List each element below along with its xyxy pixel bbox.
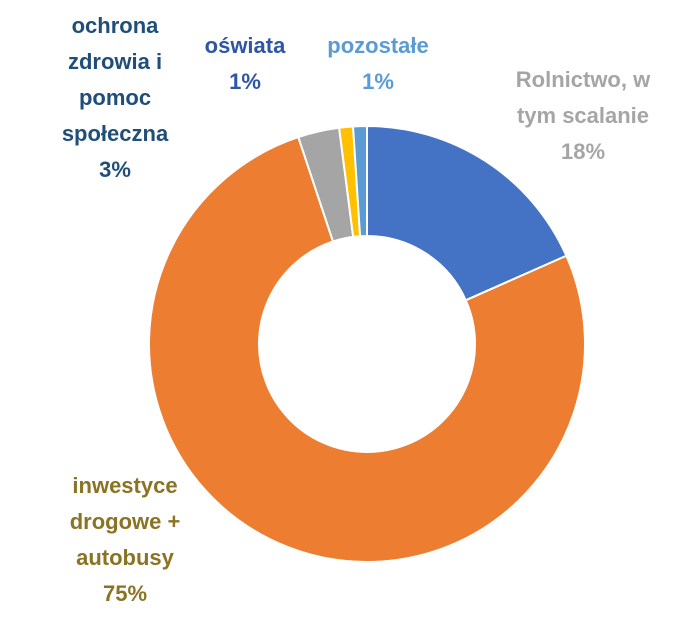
data-label: ochrona zdrowia i pomoc społeczna 3%	[45, 8, 185, 188]
value-label: 3%	[99, 157, 131, 182]
category-label: ochrona zdrowia i pomoc społeczna	[61, 13, 169, 146]
category-label: Rolnictwo, w tym scalanie	[515, 67, 651, 128]
data-label: inwestyce drogowe + autobusy 75%	[50, 468, 200, 612]
category-label: inwestyce drogowe + autobusy	[69, 473, 181, 570]
data-label: pozostałe 1%	[313, 28, 443, 100]
value-label: 75%	[102, 581, 148, 606]
data-label: Rolnictwo, w tym scalanie 18%	[508, 62, 658, 170]
value-label: 1%	[229, 69, 261, 94]
slice	[148, 135, 586, 563]
slice	[366, 124, 568, 302]
value-label: 18%	[560, 139, 606, 164]
data-label: oświata 1%	[185, 28, 305, 100]
category-label: oświata	[204, 33, 286, 58]
slice	[351, 124, 368, 238]
value-label: 1%	[362, 69, 394, 94]
category-label: pozostałe	[327, 33, 429, 58]
